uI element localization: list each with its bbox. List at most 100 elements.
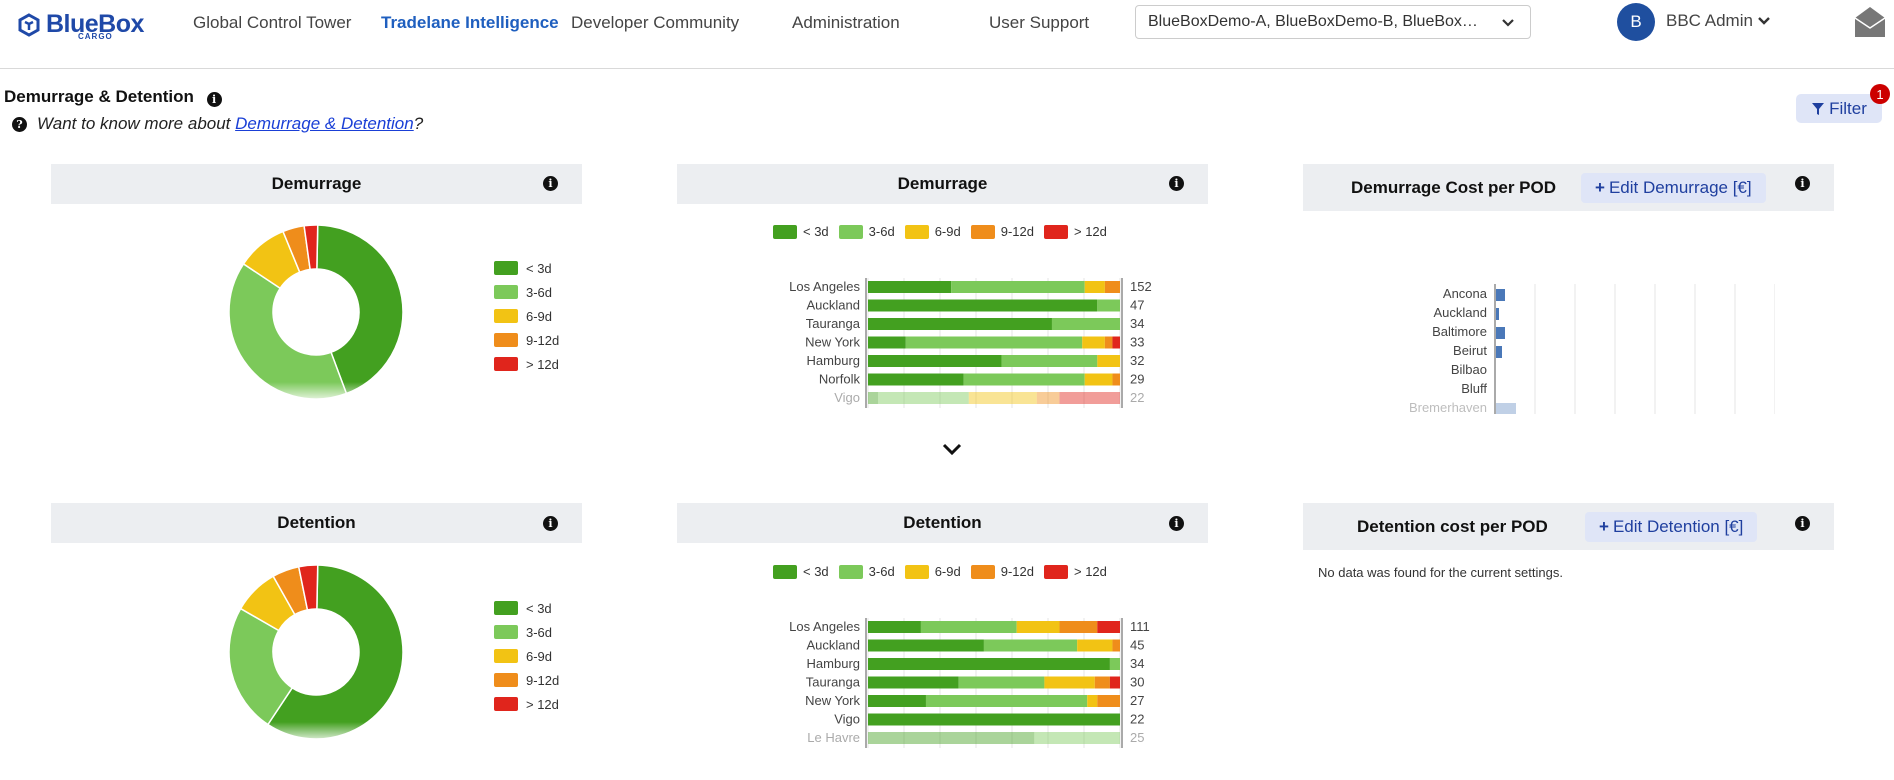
legend-item[interactable]: < 3d [494,256,559,280]
expand-chevron-icon[interactable] [941,441,963,457]
legend-item[interactable]: 9-12d [970,564,1034,579]
bar-segment[interactable] [1034,732,1120,744]
bar-segment[interactable] [1109,676,1120,689]
bar-segment[interactable] [1112,336,1120,349]
bar-segment[interactable] [1112,639,1120,652]
bar-segment[interactable] [1097,355,1120,367]
bar-segment[interactable] [1082,336,1105,349]
bar-segment[interactable] [1084,281,1105,293]
legend-item[interactable]: 9-12d [970,224,1034,239]
bar-segment[interactable] [920,621,1017,633]
donut-slice[interactable] [303,224,319,271]
nav-user-support[interactable]: User Support [989,13,1090,32]
info-icon[interactable]: i [1169,176,1184,191]
bar-segment[interactable] [1097,299,1120,312]
legend-item[interactable]: > 12d [1043,564,1107,579]
bar-segment[interactable] [968,392,1037,404]
bar-segment[interactable] [1084,373,1113,386]
legend-item[interactable]: 3-6d [838,564,895,579]
edit-demurrage-button[interactable]: + Edit Demurrage [€] [1581,173,1766,203]
tenant-select[interactable]: BlueBoxDemo-A, BlueBoxDemo-B, BlueBoxDem… [1135,5,1531,39]
bar-segment[interactable] [1094,676,1110,689]
cost-bar[interactable] [1496,327,1505,339]
info-icon[interactable]: i [543,516,558,531]
filter-button[interactable]: Filter [1796,94,1882,123]
legend-item[interactable]: 6-9d [494,304,559,328]
bar-segment[interactable] [868,658,1110,670]
bar-segment[interactable] [1109,658,1120,670]
nav-developer-community[interactable]: Developer Community [571,13,740,32]
nav-global-control-tower[interactable]: Global Control Tower [193,13,352,32]
bar-segment[interactable] [878,392,969,404]
info-icon[interactable]: i [1795,176,1810,191]
bar-segment[interactable] [868,299,1098,312]
cost-bar[interactable] [1496,346,1502,358]
donut-slice[interactable] [297,564,319,611]
bar-segment[interactable] [868,373,964,386]
bar-segment[interactable] [925,695,1088,707]
legend-item[interactable]: 9-12d [494,328,559,352]
avatar[interactable]: B [1617,3,1655,41]
bar-segment[interactable] [868,732,1035,744]
bar-segment[interactable] [1104,336,1113,349]
legend-item[interactable]: < 3d [494,596,559,620]
legend-item[interactable]: < 3d [773,224,829,239]
bar-segment[interactable] [951,281,1085,293]
legend-item[interactable]: > 12d [1043,224,1107,239]
bar-segment[interactable] [868,639,984,652]
bar-segment[interactable] [868,318,1052,330]
legend-item[interactable]: 6-9d [494,644,559,668]
legend-item[interactable]: > 12d [494,692,559,716]
bar-segment[interactable] [868,392,879,404]
bar-segment[interactable] [1097,695,1120,707]
bar-segment[interactable] [1097,621,1120,633]
cost-bar[interactable] [1496,403,1516,414]
info-icon[interactable]: i [206,92,222,107]
donut-slice[interactable] [228,607,294,726]
bar-segment[interactable] [1036,392,1060,404]
nav-administration[interactable]: Administration [792,13,900,32]
legend-item[interactable]: 3-6d [838,224,895,239]
user-menu-chevron-icon[interactable] [1756,13,1772,29]
bar-segment[interactable] [868,695,926,707]
bar-segment[interactable] [905,336,1083,349]
edit-detention-button[interactable]: + Edit Detention [€] [1585,512,1758,542]
donut-slice[interactable] [228,262,348,400]
bar-segment[interactable] [958,676,1045,689]
bar-segment[interactable] [868,336,906,349]
bar-segment[interactable] [963,373,1085,386]
bar-segment[interactable] [868,621,921,633]
legend-item[interactable]: 3-6d [494,280,559,304]
bar-segment[interactable] [1059,621,1098,633]
user-name[interactable]: BBC Admin [1666,11,1753,30]
nav-tradelane-intelligence[interactable]: Tradelane Intelligence [381,13,559,32]
bar-segment[interactable] [1001,355,1098,367]
bar-segment[interactable] [1059,392,1120,404]
bar-segment[interactable] [1077,639,1113,652]
bar-segment[interactable] [1044,676,1095,689]
legend-item[interactable]: 9-12d [494,668,559,692]
bar-segment[interactable] [983,639,1078,652]
cost-bar[interactable] [1496,289,1505,301]
cost-bar[interactable] [1496,308,1499,320]
legend-item[interactable]: < 3d [773,564,829,579]
legend-item[interactable]: 6-9d [904,224,961,239]
bar-segment[interactable] [868,281,952,293]
help-link[interactable]: Demurrage & Detention [235,114,414,133]
bar-segment[interactable] [1112,373,1120,386]
bar-segment[interactable] [1087,695,1098,707]
bar-segment[interactable] [868,713,1120,726]
info-icon[interactable]: i [543,176,558,191]
info-icon[interactable]: i [1795,516,1810,531]
legend-item[interactable]: 6-9d [904,564,961,579]
bar-segment[interactable] [868,676,959,689]
legend-item[interactable]: 3-6d [494,620,559,644]
bar-segment[interactable] [868,355,1002,367]
bluebox-logo[interactable]: BlueBox [18,10,144,39]
bar-segment[interactable] [1016,621,1060,633]
bar-segment[interactable] [1104,281,1120,293]
info-icon[interactable]: i [1169,516,1184,531]
bar-segment[interactable] [1051,318,1120,330]
legend-item[interactable]: > 12d [494,352,559,376]
envelope-icon[interactable] [1852,4,1888,40]
